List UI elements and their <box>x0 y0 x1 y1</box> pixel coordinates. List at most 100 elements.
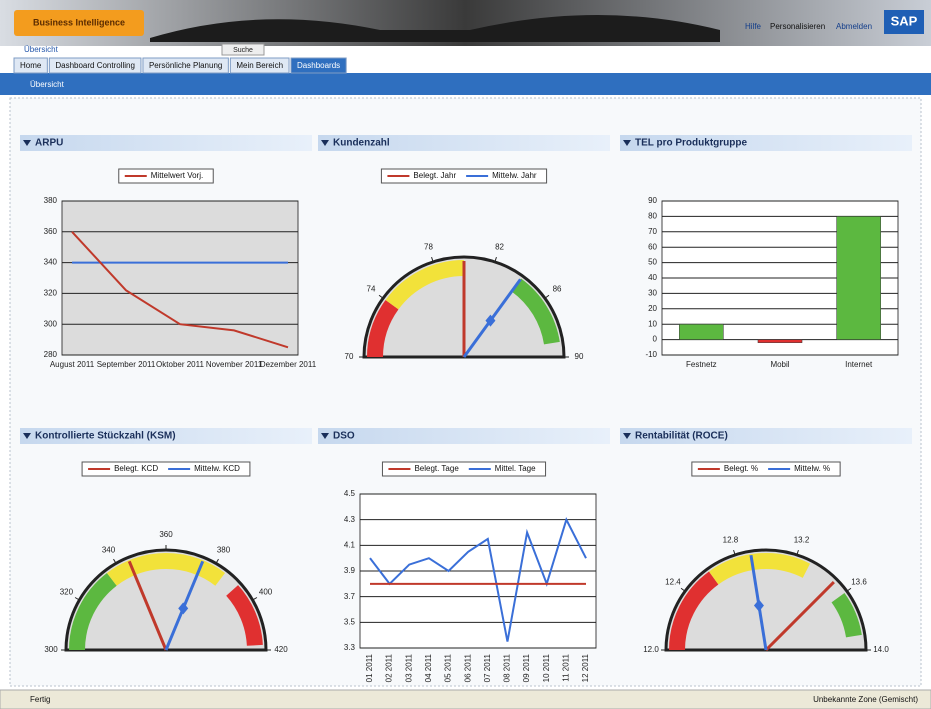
x-tick-label: Oktober 2011 <box>156 360 204 369</box>
legend: Belegt. % Mittelw. % <box>692 462 840 476</box>
gauge-tick-label: 78 <box>424 243 433 252</box>
y-tick-label: 20 <box>648 304 657 313</box>
y-tick-label: 50 <box>648 258 657 267</box>
gauge-tick-label: 320 <box>60 588 74 597</box>
gauge-tick-label: 13.6 <box>851 578 867 587</box>
x-tick-label: 01 2011 <box>365 653 374 682</box>
breadcrumb[interactable]: Übersicht <box>24 45 59 54</box>
gauge-tick-label: 12.4 <box>665 578 681 587</box>
gauge-tick-label: 74 <box>367 285 376 294</box>
y-tick-label: 30 <box>648 289 657 298</box>
x-tick-label: 06 2011 <box>463 653 472 682</box>
gauge-tick-label: 300 <box>44 645 58 654</box>
y-tick-label: 80 <box>648 212 657 221</box>
panel-title: ARPU <box>35 138 63 149</box>
gauge-tick-label: 90 <box>575 352 584 361</box>
x-tick-label: September 2011 <box>97 360 156 369</box>
header-link[interactable]: Personalisieren <box>770 22 825 31</box>
panel-title: TEL pro Produktgruppe <box>635 138 747 149</box>
y-tick-label: 4.3 <box>344 515 356 524</box>
panel-title: Rentabilität (ROCE) <box>635 431 728 442</box>
panel-title: DSO <box>333 431 355 442</box>
y-tick-label: 60 <box>648 242 657 251</box>
gauge-tick-label: 420 <box>274 645 288 654</box>
screen: Business Intelligence Hilfe Personalisie… <box>0 0 931 709</box>
subnav-bar <box>0 73 931 95</box>
bar <box>758 340 802 343</box>
gauge-tick-label: 14.0 <box>873 645 889 654</box>
x-tick-label: 09 2011 <box>522 653 531 682</box>
y-tick-label: 360 <box>44 227 58 236</box>
y-tick-label: 4.5 <box>344 489 356 498</box>
y-tick-label: -10 <box>645 350 657 359</box>
panel-title-strip <box>318 428 610 444</box>
x-tick-label: Mobil <box>770 360 789 369</box>
y-tick-label: 280 <box>44 350 58 359</box>
legend-label: Mittelw. % <box>794 464 830 473</box>
y-tick-label: 320 <box>44 289 58 298</box>
tab-label[interactable]: Mein Bereich <box>236 61 283 70</box>
x-tick-label: 11 2011 <box>561 653 570 681</box>
y-tick-label: 380 <box>44 196 58 205</box>
gauge-tick-label: 70 <box>345 352 354 361</box>
tab-row: Home Dashboard Controlling Persönliche Pla… <box>14 58 346 73</box>
y-tick-label: 3.5 <box>344 617 356 626</box>
search-button[interactable]: Suche <box>233 47 253 54</box>
x-tick-label: 12 2011 <box>581 653 590 682</box>
tab-label[interactable]: Persönliche Planung <box>149 61 222 70</box>
y-tick-label: 40 <box>648 273 657 282</box>
gauge-tick-label: 82 <box>495 243 504 252</box>
x-tick-label: 10 2011 <box>542 653 551 682</box>
legend-label: Mittelwert Vorj. <box>151 171 203 180</box>
legend-label: Belegt. % <box>724 464 758 473</box>
subnav[interactable]: Übersicht <box>30 80 65 89</box>
gauge-tick-label: 86 <box>553 285 562 294</box>
x-tick-label: August 2011 <box>50 360 95 369</box>
y-tick-label: 300 <box>44 319 58 328</box>
x-tick-label: 04 2011 <box>424 653 433 682</box>
tab-label[interactable]: Home <box>20 61 42 70</box>
gauge-tick-label: 13.2 <box>794 536 810 545</box>
plot-area <box>62 201 298 355</box>
tab[interactable]: Home <box>14 58 47 73</box>
y-tick-label: 70 <box>648 227 657 236</box>
tab[interactable]: Dashboard Controlling <box>49 58 141 73</box>
tab[interactable]: Dashboards <box>291 58 346 73</box>
x-tick-label: 07 2011 <box>483 653 492 682</box>
x-tick-label: Internet <box>845 360 873 369</box>
legend: Belegt. KCD Mittelw. KCD <box>82 462 250 476</box>
header-link[interactable]: Abmelden <box>836 22 872 31</box>
gauge-tick-label: 400 <box>259 588 273 597</box>
legend-label: Belegt. KCD <box>114 464 158 473</box>
tab[interactable]: Persönliche Planung <box>143 58 228 73</box>
brand: SAP <box>891 13 918 28</box>
x-tick-label: Festnetz <box>686 360 717 369</box>
gauge-tick-label: 12.8 <box>723 536 739 545</box>
header-link[interactable]: Hilfe <box>745 22 762 31</box>
gauge-tick-label: 12.0 <box>643 645 659 654</box>
y-tick-label: 3.7 <box>344 592 356 601</box>
x-tick-label: Dezember 2011 <box>260 360 317 369</box>
gauge-tick-label: 380 <box>217 546 231 555</box>
tab-label[interactable]: Dashboards <box>297 61 340 70</box>
panel-title-strip <box>20 135 312 151</box>
y-tick-label: 0 <box>653 335 658 344</box>
x-tick-label: 03 2011 <box>404 653 413 682</box>
y-tick-label: 3.3 <box>344 643 356 652</box>
y-tick-label: 3.9 <box>344 566 356 575</box>
page: {"header": {"logo": "Business Intelligen… <box>0 0 931 709</box>
legend: Mittelwert Vorj. <box>119 169 213 183</box>
logo: Business Intelligence <box>33 17 125 27</box>
tab-label[interactable]: Dashboard Controlling <box>55 61 135 70</box>
gauge-tick-label: 340 <box>102 546 116 555</box>
y-tick-label: 90 <box>648 196 657 205</box>
legend-label: Mittelw. KCD <box>194 464 240 473</box>
legend-label: Belegt. Tage <box>414 464 459 473</box>
panel-title: Kundenzahl <box>333 138 390 149</box>
tab[interactable]: Mein Bereich <box>230 58 289 73</box>
y-tick-label: 4.1 <box>344 540 356 549</box>
y-tick-label: 10 <box>648 319 657 328</box>
x-tick-label: 02 2011 <box>385 653 394 682</box>
legend-label: Mittelw. Jahr <box>492 171 537 180</box>
